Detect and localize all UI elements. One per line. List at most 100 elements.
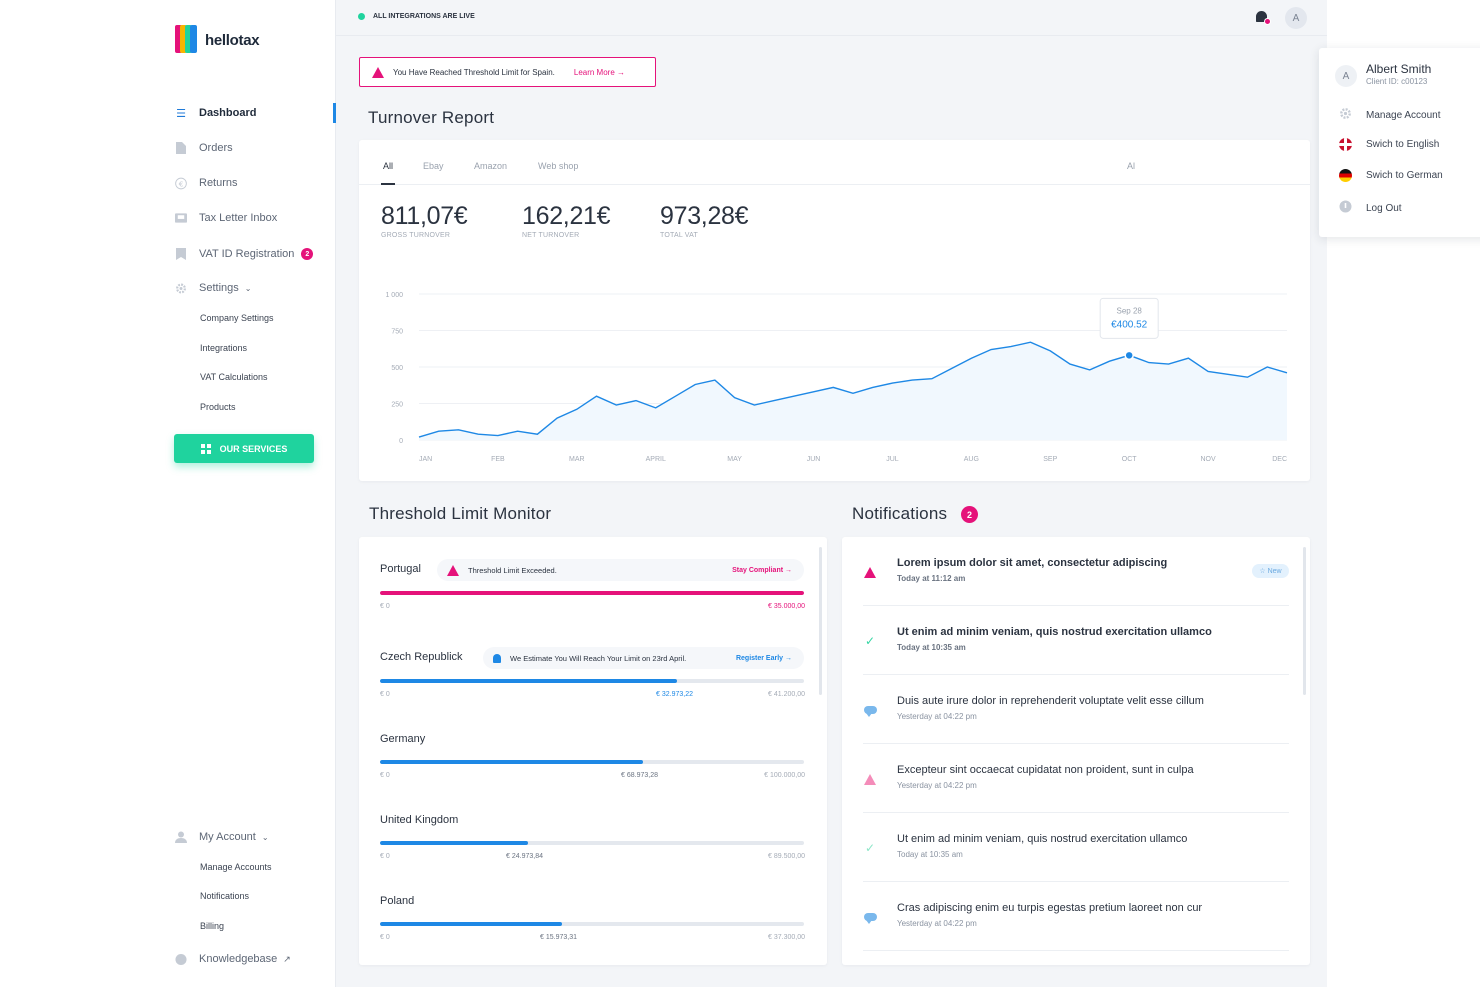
help-circle-icon — [175, 953, 187, 965]
threshold-min: € 0 — [380, 772, 390, 779]
account-dropdown-menu: A Albert Smith Client ID: c00123 Manage … — [1319, 48, 1480, 237]
notification-title: Duis aute irure dolor in reprehenderit v… — [897, 695, 1204, 707]
menu-item-switch-german[interactable]: Swich to German — [1339, 169, 1443, 182]
sidebar-item-label: Orders — [199, 142, 233, 154]
register-early-link[interactable]: Register Early → — [735, 654, 792, 662]
sidebar-item-my-account[interactable]: My Account ⌄ — [175, 831, 269, 843]
y-tick-label: 0 — [399, 438, 403, 445]
notification-item[interactable]: ✓ Ut enim ad minim veniam, quis nostrud … — [863, 606, 1289, 675]
euro-icon: € — [175, 177, 187, 189]
sidebar-subitem-integrations[interactable]: Integrations — [200, 343, 248, 353]
tab-all[interactable]: All — [383, 161, 394, 171]
threshold-current: € 15.973,31 — [540, 934, 577, 941]
dropdown-avatar: A — [1335, 65, 1357, 87]
net-turnover-stat: 162,21€ NET TURNOVER — [522, 202, 611, 239]
stay-compliant-link[interactable]: Stay Compliant → — [732, 566, 792, 574]
sidebar-item-vat-id-registration[interactable]: VAT ID Registration 2 — [175, 248, 314, 260]
main-content: ALL INTEGRATIONS ARE LIVE A You Have Rea… — [336, 0, 1480, 987]
threshold-min: € 0 — [380, 934, 390, 941]
notifications-bell-icon[interactable] — [1254, 10, 1271, 26]
sidebar-subitem-company-settings[interactable]: Company Settings — [200, 313, 274, 323]
svg-text:€: € — [179, 179, 184, 188]
chat-icon — [863, 703, 877, 717]
sidebar: hellotax ☰ Dashboard Orders € Returns Ta… — [153, 0, 336, 987]
y-tick-label: 250 — [391, 402, 403, 409]
total-vat-stat: 973,28€ TOTAL VAT — [660, 202, 749, 239]
threshold-warning-pill: Threshold Limit Exceeded. Stay Compliant… — [437, 559, 804, 581]
menu-item-label: Log Out — [1366, 202, 1402, 214]
sidebar-subitem-billing[interactable]: Billing — [200, 921, 225, 931]
threshold-progress-fill — [380, 591, 804, 595]
notification-time: Yesterday at 04:22 pm — [897, 712, 977, 721]
learn-more-link[interactable]: Learn More → — [573, 67, 626, 77]
check-icon: ✓ — [864, 634, 876, 648]
new-badge: ☆ New — [1252, 564, 1289, 578]
turnover-report-card: All Ebay Amazon Web shop Al 811,07€ GROS… — [359, 140, 1310, 481]
turnover-tabs: All Ebay Amazon Web shop Al — [359, 140, 1310, 185]
menu-item-switch-english[interactable]: Swich to English — [1339, 138, 1439, 151]
notifications-title: Notifications — [852, 504, 948, 523]
threshold-pill-text: Threshold Limit Exceeded. — [468, 565, 557, 575]
net-turnover-value: 162,21€ — [522, 202, 611, 230]
notification-item[interactable]: Duis aute irure dolor in reprehenderit v… — [863, 675, 1289, 744]
threshold-current: € 68.973,28 — [621, 772, 658, 779]
threshold-info-pill: We Estimate You Will Reach Your Limit on… — [483, 647, 804, 669]
sidebar-item-label: My Account — [199, 831, 256, 843]
threshold-scrollbar[interactable] — [819, 547, 822, 695]
warning-icon — [447, 564, 459, 576]
notification-item[interactable]: Cras adipiscing enim eu turpis egestas p… — [863, 882, 1289, 951]
tooltip-date: Sep 28 — [1117, 306, 1143, 315]
sidebar-subitem-products[interactable]: Products — [200, 402, 236, 412]
chevron-down-icon: ⌄ — [261, 832, 269, 842]
menu-item-manage-account[interactable]: Manage Account — [1339, 107, 1441, 123]
notification-item[interactable]: ✓ Ut enim ad minim veniam, quis nostrud … — [863, 813, 1289, 882]
total-vat-label: TOTAL VAT — [660, 232, 698, 239]
threshold-pill-text: We Estimate You Will Reach Your Limit on… — [510, 653, 687, 663]
x-tick-label: SEP — [1043, 456, 1057, 463]
gross-turnover-value: 811,07€ — [381, 202, 468, 230]
chat-icon — [863, 910, 877, 924]
sidebar-item-knowledgebase[interactable]: Knowledgebase ↗ — [175, 953, 291, 965]
brand-logo[interactable]: hellotax — [175, 25, 260, 55]
notification-item[interactable]: Excepteur sint occaecat cupidatat non pr… — [863, 744, 1289, 813]
x-tick-label: FEB — [491, 456, 505, 463]
inbox-icon — [175, 212, 187, 224]
user-avatar-button[interactable]: A — [1285, 7, 1307, 29]
period-selector[interactable]: Al — [1127, 161, 1136, 171]
threshold-min: € 0 — [380, 853, 390, 860]
threshold-current: € 24.973,84 — [506, 853, 543, 860]
tab-web-shop[interactable]: Web shop — [538, 161, 579, 171]
threshold-progress-fill — [380, 922, 563, 926]
gross-turnover-label: GROSS TURNOVER — [381, 232, 451, 239]
sidebar-subitem-manage-accounts[interactable]: Manage Accounts — [200, 862, 272, 872]
active-tab-underline — [381, 183, 395, 185]
check-icon: ✓ — [864, 841, 876, 855]
sidebar-item-label: VAT ID Registration — [199, 248, 295, 260]
notification-title: Ut enim ad minim veniam, quis nostrud ex… — [897, 626, 1212, 638]
bell-icon — [493, 653, 501, 663]
integration-status: ALL INTEGRATIONS ARE LIVE — [358, 13, 475, 20]
notifications-scrollbar[interactable] — [1303, 547, 1306, 695]
menu-item-label: Manage Account — [1366, 109, 1441, 121]
tab-amazon[interactable]: Amazon — [474, 161, 508, 171]
threshold-progress-track — [380, 679, 804, 683]
alert-text: You Have Reached Threshold Limit for Spa… — [393, 67, 555, 77]
sidebar-item-orders[interactable]: Orders — [175, 142, 233, 154]
sidebar-item-returns[interactable]: € Returns — [175, 177, 238, 189]
notification-item[interactable]: Lorem ipsum dolor sit amet, consectetur … — [863, 537, 1289, 606]
brand-name: hellotax — [205, 31, 260, 49]
tab-ebay[interactable]: Ebay — [423, 161, 444, 171]
turnover-area-chart[interactable]: 0 250 500 750 1 000 JAN FEB MAR APRIL MAY JUN JUL A… — [359, 280, 1310, 480]
sidebar-subitem-vat-calculations[interactable]: VAT Calculations — [200, 372, 268, 382]
sidebar-item-tax-letter-inbox[interactable]: Tax Letter Inbox — [175, 212, 277, 224]
bookmark-icon — [175, 248, 187, 260]
notification-title: Lorem ipsum dolor sit amet, consectetur … — [897, 557, 1168, 569]
sidebar-subitem-notifications[interactable]: Notifications — [200, 891, 250, 901]
warning-icon — [863, 772, 877, 786]
menu-item-log-out[interactable]: Log Out — [1339, 200, 1402, 216]
our-services-button[interactable]: OUR SERVICES — [174, 434, 314, 463]
user-icon — [175, 831, 187, 843]
sidebar-item-settings[interactable]: Settings ⌄ — [175, 282, 251, 294]
sidebar-item-dashboard[interactable]: ☰ Dashboard — [175, 107, 256, 120]
x-tick-label: MAY — [727, 456, 742, 463]
